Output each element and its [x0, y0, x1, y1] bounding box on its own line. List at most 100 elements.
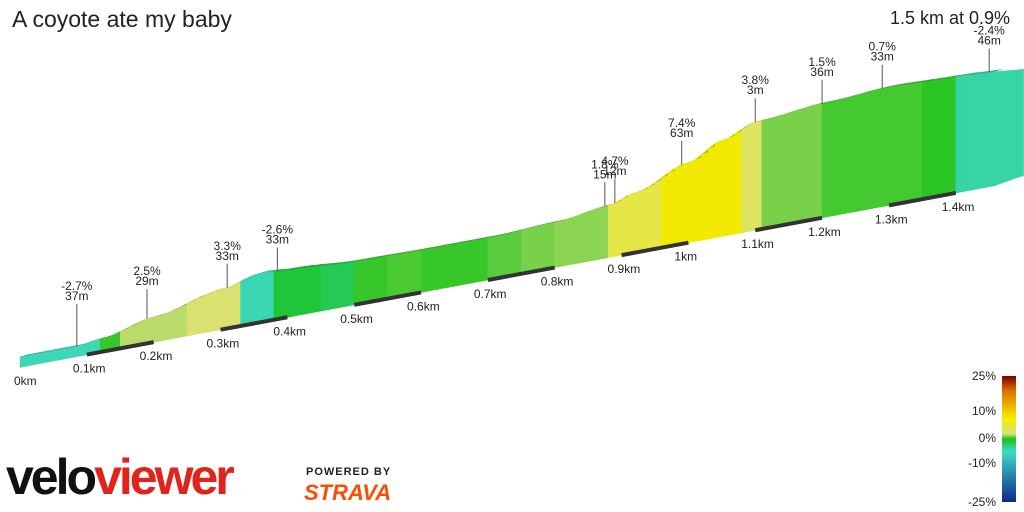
profile-front-slice: [838, 97, 848, 216]
profile-top-slice: [496, 231, 512, 237]
profile-front-slice: [922, 80, 931, 200]
profile-front-slice: [863, 90, 873, 211]
profile-top-slice: [263, 269, 275, 273]
profile-top-slice: [20, 352, 36, 357]
segment-length-label: 29m: [135, 274, 158, 288]
profile-front-slice: [260, 272, 265, 323]
profile-top-slice: [855, 90, 871, 96]
color-scale-label: -25%: [968, 495, 996, 509]
profile-top-slice: [53, 347, 68, 351]
color-scale-bar: [1002, 376, 1016, 502]
segment-length-label: 46m: [978, 34, 1001, 48]
profile-front-slice: [445, 243, 455, 289]
profile-front-slice: [756, 120, 763, 231]
profile-top-slice: [880, 84, 896, 90]
profile-front-slice: [746, 122, 753, 233]
profile-front-slice: [280, 270, 285, 319]
profile-front-slice: [614, 198, 622, 257]
profile-front-slice: [621, 194, 629, 256]
profile-front-slice: [734, 128, 743, 235]
logo-viewer-text: viewer: [94, 449, 235, 505]
profile-top-slice: [255, 270, 268, 275]
profile-front-slice: [880, 87, 890, 208]
profile-top-slice: [554, 218, 571, 223]
profile-top-slice: [421, 246, 437, 251]
profile-front-slice: [277, 270, 281, 320]
segment-gradient-label: -2.4%: [974, 24, 1006, 38]
profile-front-slice: [211, 289, 221, 332]
distance-tick-label: 0.4km: [273, 324, 306, 338]
profile-front-slice: [694, 153, 703, 242]
segment-gradient-label: -2.6%: [262, 223, 294, 237]
profile-front-slice: [170, 307, 180, 340]
distance-tick-label: 0.6km: [407, 299, 440, 313]
profile-ribbon: [19, 68, 1024, 368]
segment-gradient-label: 1.5%: [808, 55, 836, 69]
profile-top-slice: [277, 268, 288, 272]
profile-front-slice: [203, 291, 213, 334]
segment-length-label: 33m: [266, 233, 289, 247]
profile-front-slice: [429, 246, 439, 292]
profile-front-slice: [420, 248, 430, 293]
profile-top-slice: [28, 351, 44, 356]
profile-front-slice: [512, 229, 522, 276]
profile-top-slice: [95, 336, 108, 341]
profile-top-slice: [212, 287, 228, 292]
segment-annotations: -2.7%37m2.5%29m3.3%33m-2.6%33m1.8%15m4.7…: [61, 24, 1005, 347]
profile-top-slice: [538, 221, 554, 227]
profile-front-slice: [225, 285, 231, 330]
profile-front-slice: [345, 261, 355, 307]
profile-top-slice: [822, 99, 838, 104]
profile-front-slice: [44, 350, 54, 363]
profile-top-slice: [487, 233, 504, 238]
profile-top-slice: [429, 244, 445, 249]
segment-gradient-label: 3.8%: [742, 73, 770, 87]
profile-top-slice: [412, 247, 429, 252]
distance-tick-label: 0.9km: [608, 262, 641, 276]
profile-front-slice: [504, 231, 514, 278]
profile-top-slice: [797, 105, 813, 111]
profile-top-slice: [287, 266, 303, 271]
profile-top-slice: [337, 260, 353, 265]
profile-front-slice: [320, 264, 330, 312]
profile-front-slice: [741, 125, 748, 234]
distance-tick-label: 1.2km: [808, 225, 841, 239]
profile-front-slice: [235, 280, 241, 328]
profile-front-slice: [312, 265, 322, 313]
profile-top-slice: [404, 249, 420, 254]
profile-front-slice: [153, 314, 163, 343]
profile-front-slice: [240, 278, 246, 327]
segment-length-label: 63m: [670, 126, 693, 140]
profile-top-slice: [437, 243, 454, 248]
profile-top-slice: [370, 254, 387, 259]
profile-top-slice: [362, 256, 378, 261]
profile-top-slice: [304, 264, 320, 268]
profile-front-slice: [303, 266, 313, 315]
profile-top-slice: [312, 263, 328, 267]
segment-length-label: 15m: [593, 167, 616, 181]
profile-front-slice: [36, 351, 46, 365]
segment-gradient-label: 3.3%: [214, 239, 242, 253]
distance-bar: [754, 215, 823, 233]
profile-front-slice: [721, 137, 729, 237]
profile-front-slice: [674, 164, 683, 246]
profile-front-slice: [267, 271, 271, 322]
distance-tick-label: 0.7km: [474, 287, 507, 301]
profile-front-slice: [28, 353, 38, 366]
segment-length-label: 36m: [810, 65, 833, 79]
distance-tick-label: 1.3km: [875, 212, 908, 226]
profile-end-cap: [995, 68, 1024, 186]
profile-front-slice: [938, 78, 948, 197]
profile-front-slice: [287, 268, 297, 318]
distance-bar: [353, 290, 422, 307]
profile-top-slice: [454, 240, 470, 245]
profile-front-slice: [930, 79, 940, 198]
segment-length-label: 3m: [747, 83, 764, 97]
profile-front-slice: [846, 95, 856, 214]
profile-front-slice: [796, 107, 806, 223]
profile-top-slice: [863, 88, 880, 94]
gradient-color-scale: 25% 10% 0% -10% -25%: [968, 369, 1016, 509]
profile-front-slice: [955, 75, 967, 194]
distance-tick-label: 0.2km: [140, 349, 173, 363]
